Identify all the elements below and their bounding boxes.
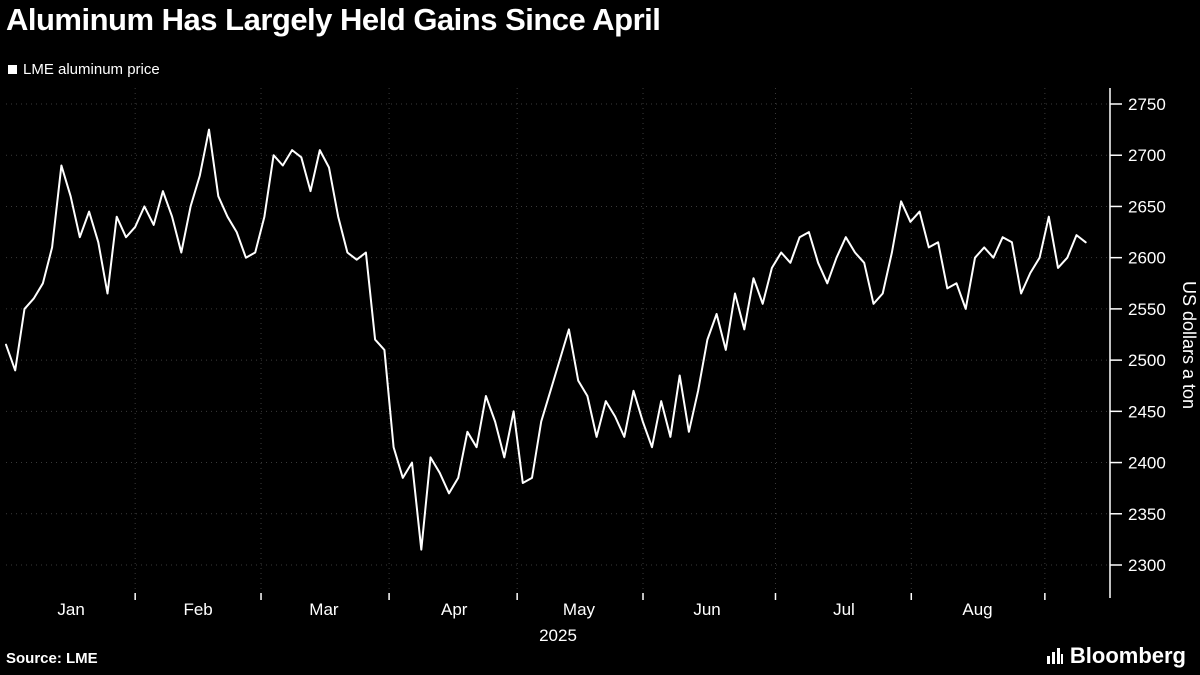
svg-text:US dollars a ton: US dollars a ton: [1179, 281, 1199, 409]
chart-legend: LME aluminum price: [8, 61, 160, 78]
bloomberg-logo-icon: [1046, 648, 1063, 664]
svg-text:2600: 2600: [1128, 249, 1166, 268]
svg-text:2025: 2025: [539, 626, 577, 645]
svg-text:Jun: Jun: [693, 600, 720, 619]
svg-text:Feb: Feb: [183, 600, 212, 619]
chart-title: Aluminum Has Largely Held Gains Since Ap…: [6, 2, 661, 37]
svg-text:Apr: Apr: [441, 600, 468, 619]
svg-text:2700: 2700: [1128, 146, 1166, 165]
svg-text:2750: 2750: [1128, 95, 1166, 114]
svg-text:Jul: Jul: [833, 600, 855, 619]
svg-text:Mar: Mar: [309, 600, 339, 619]
legend-swatch-icon: [8, 65, 17, 74]
svg-text:Aug: Aug: [962, 600, 992, 619]
source-attribution: Source: LME: [6, 650, 98, 667]
svg-text:2650: 2650: [1128, 197, 1166, 216]
bloomberg-logo: Bloomberg: [1046, 643, 1186, 669]
svg-text:2300: 2300: [1128, 556, 1166, 575]
svg-text:2500: 2500: [1128, 351, 1166, 370]
legend-label: LME aluminum price: [23, 61, 160, 78]
svg-text:2550: 2550: [1128, 300, 1166, 319]
svg-text:2400: 2400: [1128, 454, 1166, 473]
bloomberg-wordmark: Bloomberg: [1069, 643, 1186, 668]
svg-text:May: May: [563, 600, 596, 619]
svg-text:Jan: Jan: [57, 600, 84, 619]
svg-text:2350: 2350: [1128, 505, 1166, 524]
svg-text:2450: 2450: [1128, 402, 1166, 421]
